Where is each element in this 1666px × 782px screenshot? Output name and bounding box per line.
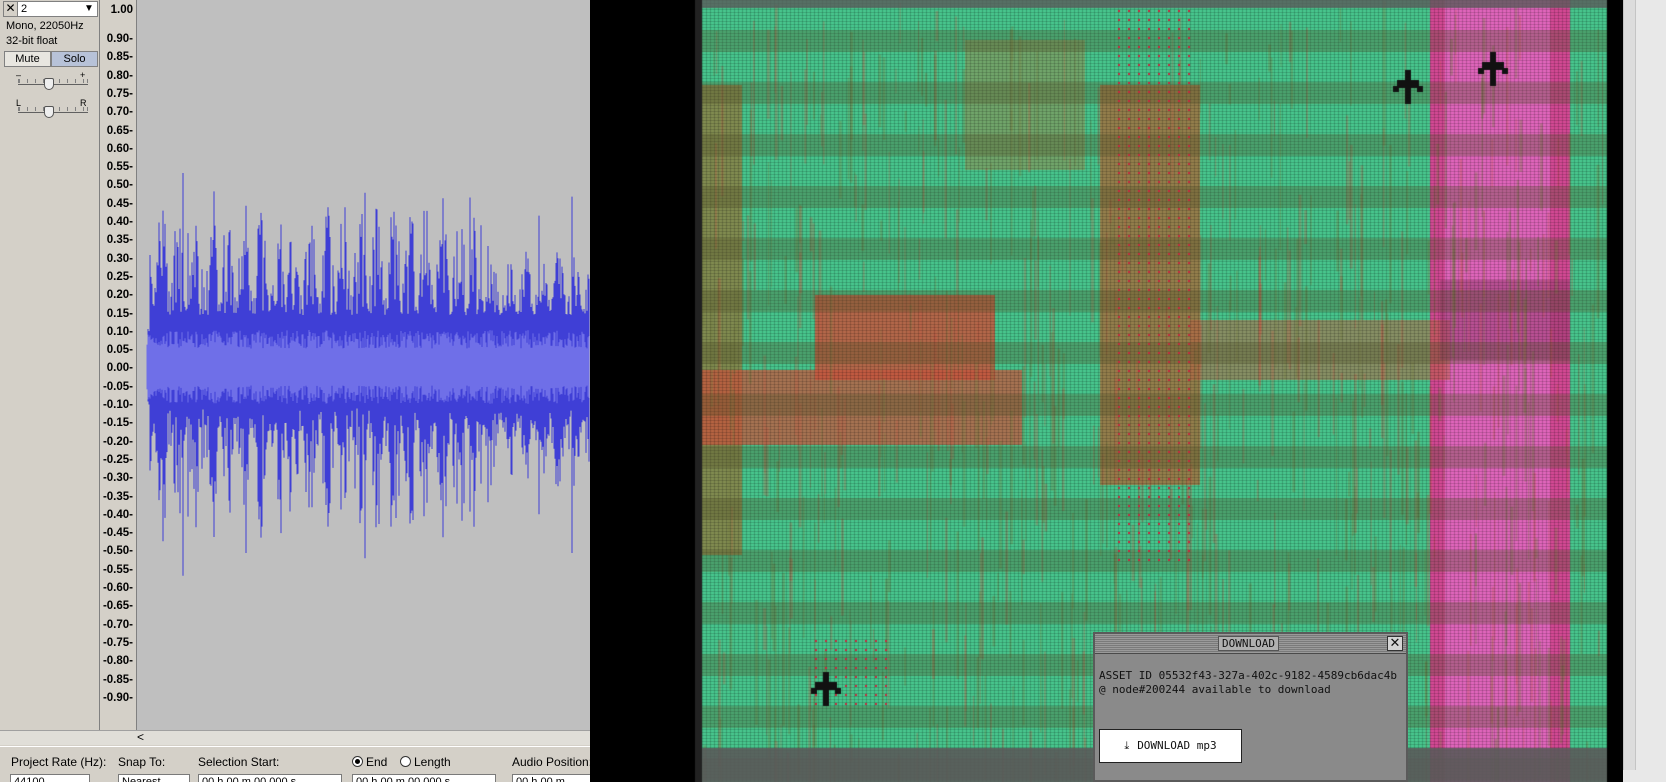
ruler-tick-label: 0.00- bbox=[106, 362, 133, 375]
download-dialog: DOWNLOAD ✕ ASSET ID 05532f43-327a-402c-9… bbox=[1093, 632, 1408, 782]
horizontal-scrollbar[interactable]: < bbox=[0, 730, 590, 745]
ruler-tick-label: -0.40- bbox=[102, 508, 133, 521]
ruler-tick-label: -0.10- bbox=[102, 399, 133, 411]
track-header: ✕ 2 ▼ bbox=[3, 1, 98, 17]
track-bitdepth-label: 32-bit float bbox=[6, 35, 58, 47]
solo-button[interactable]: Solo bbox=[51, 51, 98, 67]
end-radio[interactable] bbox=[352, 756, 363, 767]
amplitude-ruler: 1.00 0.90- 0.85- 0.80- 0.75- 0.70- 0.65- 0.60- 0… bbox=[100, 0, 137, 730]
ruler-tick-label: -0.05- bbox=[102, 380, 133, 393]
ruler-tick-label: -0.15- bbox=[102, 417, 133, 430]
ruler-tick-label: 0.80- bbox=[106, 69, 133, 82]
ruler-tick-label: -0.85- bbox=[102, 673, 133, 686]
snap-to-label: Snap To: bbox=[118, 755, 166, 769]
close-track-button[interactable]: ✕ bbox=[4, 2, 18, 16]
ruler-tick-label: -0.35- bbox=[102, 490, 133, 503]
ruler-tick-label: 0.25- bbox=[106, 270, 133, 283]
ruler-tick-label: 0.85- bbox=[106, 51, 133, 64]
ruler-tick-label: 0.15- bbox=[106, 307, 133, 320]
ruler-tick-label: -0.45- bbox=[102, 527, 133, 540]
download-icon: ⤓ bbox=[1124, 739, 1130, 752]
selection-toolbar: Project Rate (Hz): 44100 Snap To: Neares… bbox=[0, 746, 590, 782]
audio-position-field[interactable]: 00 h 00 m bbox=[512, 774, 590, 782]
ruler-tick-label: -0.50- bbox=[102, 545, 133, 558]
length-radio-label[interactable]: Length bbox=[414, 755, 451, 769]
dialog-message: ASSET ID 05532f43-327a-402c-9182-4589cb6… bbox=[1099, 669, 1398, 696]
project-rate-label: Project Rate (Hz): bbox=[11, 755, 107, 769]
waveform-rms bbox=[146, 330, 590, 404]
track-control-panel: ✕ 2 ▼ Mono, 22050Hz 32-bit float Mute So… bbox=[0, 0, 100, 730]
ruler-tick-label: -0.25- bbox=[102, 453, 133, 466]
waveform-display[interactable] bbox=[137, 0, 590, 730]
waveform-graphic bbox=[146, 173, 590, 576]
end-radio-group: End bbox=[352, 755, 387, 769]
dialog-close-icon[interactable]: ✕ bbox=[1387, 636, 1403, 651]
ruler-tick-label: 0.10- bbox=[106, 325, 133, 338]
ruler-tick-label: 0.60- bbox=[106, 142, 133, 155]
length-radio-group: Length bbox=[400, 755, 451, 769]
ruler-tick-label: -0.75- bbox=[102, 636, 133, 649]
ruler-tick-label: 0.75- bbox=[106, 87, 133, 100]
snap-to-select[interactable]: Nearest bbox=[118, 774, 190, 782]
ruler-tick-label: 0.70- bbox=[106, 106, 133, 119]
ruler-tick-label: 0.65- bbox=[106, 124, 133, 137]
ruler-tick-label: -0.30- bbox=[102, 472, 133, 485]
selection-start-label: Selection Start: bbox=[198, 755, 280, 769]
right-edge-panel bbox=[1623, 0, 1666, 782]
track-menu-chevron-down-icon[interactable]: ▼ bbox=[84, 3, 94, 14]
mute-button[interactable]: Mute bbox=[4, 51, 51, 67]
ruler-tick-label: -0.70- bbox=[102, 618, 133, 631]
ruler-tick-label: -0.80- bbox=[102, 655, 133, 668]
ruler-tick-label: -0.55- bbox=[102, 563, 133, 576]
track-name-label[interactable]: 2 bbox=[21, 3, 28, 15]
ruler-tick-label: 0.05- bbox=[106, 344, 133, 357]
gain-plus-label: + bbox=[80, 70, 86, 80]
ruler-tick-label: 1.00 bbox=[110, 4, 133, 16]
dialog-titlebar[interactable]: DOWNLOAD ✕ bbox=[1095, 634, 1406, 654]
selection-end-field[interactable]: 00 h 00 m 00.000 s bbox=[352, 774, 496, 782]
ruler-tick-label: 0.50- bbox=[106, 179, 133, 192]
ruler-tick-label: -0.65- bbox=[102, 600, 133, 613]
pan-right-label: R bbox=[80, 98, 87, 108]
ruler-tick-label: 0.40- bbox=[106, 216, 133, 228]
gain-minus-label: – bbox=[16, 70, 22, 80]
ruler-tick-label: 0.20- bbox=[106, 289, 133, 302]
ruler-tick-label: 0.30- bbox=[106, 252, 133, 265]
vertical-scrollbar[interactable] bbox=[1623, 0, 1636, 770]
ruler-tick-label: 0.35- bbox=[106, 234, 133, 247]
ruler-tick-label: -0.20- bbox=[102, 435, 133, 448]
ruler-tick-label: 0.45- bbox=[106, 197, 133, 210]
project-rate-field[interactable]: 44100 bbox=[10, 774, 90, 782]
track-format-label: Mono, 22050Hz bbox=[6, 20, 84, 32]
ruler-tick-label: -0.60- bbox=[102, 582, 133, 594]
end-radio-label[interactable]: End bbox=[366, 755, 388, 769]
download-button-label: DOWNLOAD mp3 bbox=[1137, 739, 1217, 752]
dialog-title: DOWNLOAD bbox=[1218, 636, 1279, 651]
ruler-tick-label: -0.90- bbox=[102, 691, 133, 704]
ruler-tick-label: 0.55- bbox=[106, 161, 133, 174]
selection-start-field[interactable]: 00 h 00 m 00.000 s bbox=[198, 774, 342, 782]
gain-slider-thumb[interactable] bbox=[44, 78, 54, 90]
length-radio[interactable] bbox=[400, 756, 411, 767]
ruler-tick-label: 0.90- bbox=[106, 33, 133, 45]
download-mp3-button[interactable]: ⤓ DOWNLOAD mp3 bbox=[1099, 729, 1242, 763]
pan-left-label: L bbox=[16, 98, 22, 108]
audio-position-label: Audio Position: bbox=[512, 755, 590, 769]
pan-slider-thumb[interactable] bbox=[44, 106, 54, 118]
scroll-left-arrow-icon[interactable]: < bbox=[137, 730, 145, 744]
